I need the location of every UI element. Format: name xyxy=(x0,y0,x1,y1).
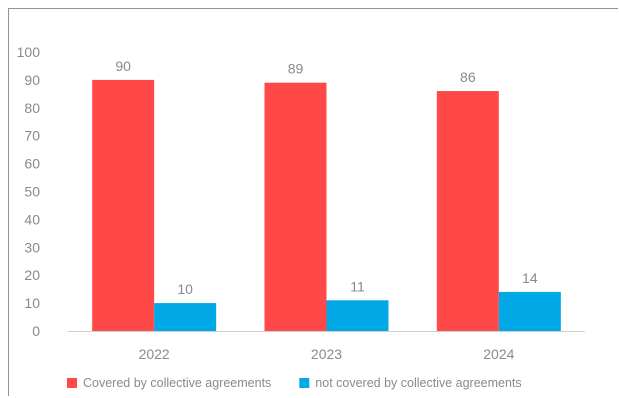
data-label: 89 xyxy=(288,61,304,77)
y-tick-label: 60 xyxy=(24,156,40,172)
y-tick-label: 50 xyxy=(24,184,40,200)
bars xyxy=(92,79,561,332)
y-tick-label: 80 xyxy=(24,100,40,116)
legend-swatch xyxy=(299,378,310,388)
legend: Covered by collective agreements not cove… xyxy=(67,376,522,390)
data-label: 90 xyxy=(115,58,131,74)
x-tick-label: 2022 xyxy=(139,346,170,362)
y-tick-label: 10 xyxy=(24,295,40,311)
bar-covered-2022 xyxy=(92,79,155,332)
x-tick-label: 2023 xyxy=(311,346,342,362)
y-tick-label: 0 xyxy=(32,323,40,339)
y-tick-label: 40 xyxy=(24,211,40,227)
data-labels: 90 10 89 11 86 14 xyxy=(115,58,537,297)
y-tick-label: 90 xyxy=(24,72,40,88)
y-tick-label: 30 xyxy=(24,239,40,255)
legend-label: Covered by collective agreements xyxy=(83,376,271,390)
data-label: 11 xyxy=(350,278,365,294)
y-tick-label: 100 xyxy=(17,44,41,60)
legend-label: not covered by collective agreements xyxy=(315,376,521,390)
bar-covered-2023 xyxy=(264,82,327,331)
data-label: 86 xyxy=(460,69,476,85)
legend-swatch xyxy=(67,378,77,388)
bar-not-covered-2024 xyxy=(498,291,561,331)
x-tick-label: 2024 xyxy=(483,346,514,362)
x-axis-ticks: 2022 2023 2024 xyxy=(139,346,515,362)
y-tick-label: 70 xyxy=(24,128,40,144)
bar-not-covered-2022 xyxy=(154,303,217,331)
bar-not-covered-2023 xyxy=(326,300,389,331)
data-label: 10 xyxy=(177,281,193,297)
y-tick-label: 20 xyxy=(24,267,40,283)
data-label: 14 xyxy=(522,270,538,286)
bar-covered-2024 xyxy=(436,91,499,331)
y-axis-ticks: 0 10 20 30 40 50 60 70 80 90 100 xyxy=(17,44,41,339)
